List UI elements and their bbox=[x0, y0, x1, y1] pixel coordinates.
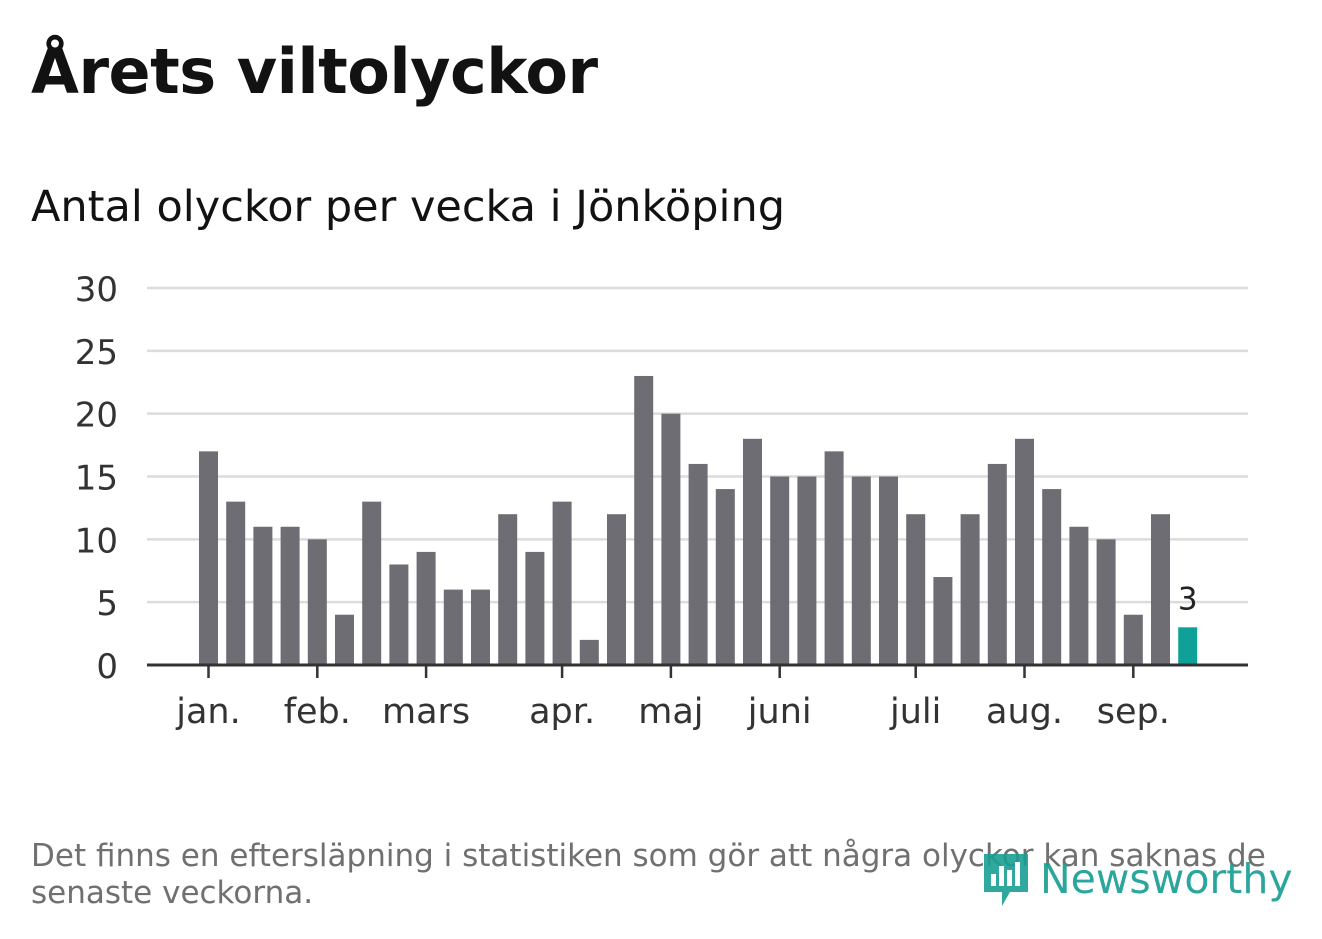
highlight-value-label: 3 bbox=[1178, 581, 1198, 617]
y-tick-label: 5 bbox=[96, 584, 118, 624]
y-tick-label: 20 bbox=[75, 396, 118, 436]
x-tick-label: jan. bbox=[175, 692, 240, 732]
bar bbox=[199, 451, 218, 665]
bar bbox=[743, 438, 762, 665]
x-tick-label: mars bbox=[382, 692, 470, 732]
bar bbox=[253, 526, 273, 665]
bar bbox=[1096, 539, 1116, 665]
y-axis: 0 5 10 15 20 25 30 bbox=[75, 270, 118, 687]
bar-chart: 0 5 10 15 20 25 30 3 jan. feb. mars apr. maj juni ju… bbox=[75, 270, 1248, 732]
x-axis: jan. feb. mars apr. maj juni juli aug. sep. bbox=[147, 663, 1248, 732]
bar bbox=[1123, 614, 1143, 665]
bar bbox=[879, 476, 898, 665]
y-tick-label: 15 bbox=[75, 459, 118, 499]
bar bbox=[389, 564, 409, 665]
bars: 3 bbox=[199, 375, 1198, 665]
bar bbox=[1151, 514, 1170, 665]
x-tick-label: juli bbox=[889, 692, 941, 732]
bar bbox=[688, 463, 708, 665]
bar bbox=[579, 639, 599, 665]
bar bbox=[906, 514, 926, 665]
x-tick-label: maj bbox=[638, 692, 703, 732]
y-tick-label: 10 bbox=[75, 521, 118, 561]
y-tick-label: 30 bbox=[75, 270, 118, 310]
bar bbox=[960, 514, 980, 665]
bar bbox=[770, 476, 790, 665]
bar bbox=[607, 514, 626, 665]
bar bbox=[307, 539, 327, 665]
bar bbox=[525, 551, 545, 665]
bar bbox=[226, 501, 246, 665]
bar bbox=[661, 413, 681, 665]
footnote: Det finns en eftersläpning i statistiken… bbox=[31, 838, 1266, 911]
newsworthy-logo-icon bbox=[984, 854, 1028, 906]
bar bbox=[471, 589, 490, 665]
chart-subtitle: Antal olyckor per vecka i Jönköping bbox=[31, 182, 785, 232]
bar bbox=[362, 501, 382, 665]
bar bbox=[851, 476, 871, 665]
bar bbox=[498, 514, 518, 665]
bar bbox=[1015, 438, 1034, 665]
chart-title: Årets viltolyckor bbox=[31, 35, 598, 108]
bar bbox=[824, 451, 844, 665]
bar bbox=[715, 489, 735, 665]
bar bbox=[552, 501, 572, 665]
x-tick-label: apr. bbox=[529, 692, 595, 732]
bar bbox=[1042, 489, 1062, 665]
bar bbox=[280, 526, 300, 665]
bar bbox=[1069, 526, 1089, 665]
x-tick-label: sep. bbox=[1097, 692, 1170, 732]
newsworthy-logo: Newsworthy bbox=[980, 848, 1293, 910]
y-tick-label: 0 bbox=[96, 647, 118, 687]
y-tick-label: 25 bbox=[75, 333, 118, 373]
bar bbox=[335, 614, 354, 665]
bar bbox=[634, 375, 654, 665]
newsworthy-logo-text: Newsworthy bbox=[1040, 855, 1293, 903]
bar bbox=[987, 463, 1007, 665]
bar-highlight bbox=[1178, 627, 1198, 665]
x-tick-label: juni bbox=[747, 692, 812, 732]
x-tick-label: aug. bbox=[986, 692, 1063, 732]
x-tick-label: feb. bbox=[284, 692, 351, 732]
bar bbox=[797, 476, 817, 665]
bar bbox=[443, 589, 463, 665]
bar bbox=[933, 577, 953, 665]
bar bbox=[416, 551, 436, 665]
